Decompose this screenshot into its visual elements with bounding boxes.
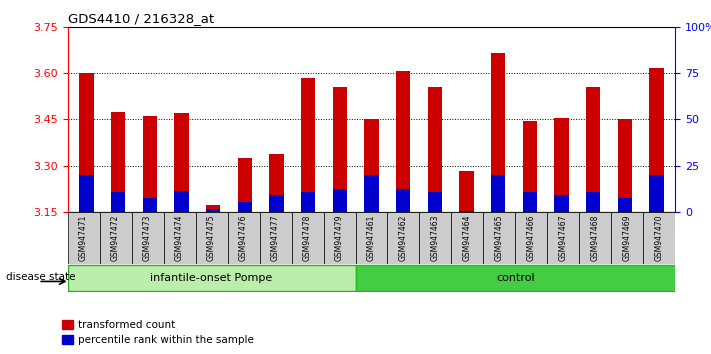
- Text: GDS4410 / 216328_at: GDS4410 / 216328_at: [68, 12, 214, 25]
- Bar: [428, 87, 442, 212]
- Bar: [643, 212, 675, 264]
- Text: GSM947470: GSM947470: [655, 215, 664, 262]
- Text: GSM947468: GSM947468: [591, 215, 600, 261]
- Bar: [164, 212, 196, 264]
- Text: infantile-onset Pompe: infantile-onset Pompe: [151, 273, 272, 283]
- Bar: [396, 72, 410, 212]
- Bar: [68, 212, 100, 264]
- Bar: [143, 116, 157, 212]
- Bar: [324, 212, 356, 264]
- Bar: [586, 87, 600, 212]
- Text: GSM947471: GSM947471: [79, 215, 88, 261]
- Text: GSM947463: GSM947463: [431, 215, 440, 262]
- Bar: [301, 192, 315, 212]
- Bar: [237, 201, 252, 212]
- Text: GSM947472: GSM947472: [111, 215, 120, 261]
- Bar: [80, 73, 94, 212]
- Text: GSM947479: GSM947479: [335, 215, 344, 262]
- Bar: [428, 192, 442, 212]
- Bar: [555, 118, 569, 212]
- Bar: [269, 195, 284, 212]
- Bar: [196, 212, 228, 264]
- Legend: transformed count, percentile rank within the sample: transformed count, percentile rank withi…: [62, 320, 254, 345]
- Text: GSM947462: GSM947462: [399, 215, 408, 261]
- Text: disease state: disease state: [6, 272, 75, 282]
- Bar: [618, 119, 632, 212]
- Bar: [333, 87, 347, 212]
- Text: GSM947476: GSM947476: [239, 215, 248, 262]
- Bar: [100, 212, 132, 264]
- Bar: [618, 199, 632, 212]
- Text: GSM947467: GSM947467: [559, 215, 568, 262]
- Bar: [483, 212, 515, 264]
- Bar: [491, 175, 506, 212]
- Bar: [111, 112, 125, 212]
- Bar: [132, 212, 164, 264]
- Bar: [292, 212, 324, 264]
- Bar: [419, 212, 451, 264]
- Bar: [515, 212, 547, 264]
- Bar: [269, 154, 284, 212]
- Bar: [206, 209, 220, 212]
- Bar: [206, 205, 220, 212]
- Bar: [80, 175, 94, 212]
- Bar: [68, 265, 356, 291]
- Bar: [523, 121, 537, 212]
- Bar: [611, 212, 643, 264]
- Bar: [579, 212, 611, 264]
- Text: GSM947465: GSM947465: [495, 215, 504, 262]
- Text: GSM947464: GSM947464: [463, 215, 472, 262]
- Bar: [228, 212, 260, 264]
- Bar: [364, 175, 379, 212]
- Bar: [356, 265, 675, 291]
- Bar: [260, 212, 292, 264]
- Text: GSM947469: GSM947469: [623, 215, 632, 262]
- Text: GSM947475: GSM947475: [207, 215, 216, 262]
- Bar: [333, 189, 347, 212]
- Bar: [586, 192, 600, 212]
- Text: GSM947473: GSM947473: [143, 215, 152, 262]
- Bar: [649, 175, 663, 212]
- Bar: [356, 212, 387, 264]
- Bar: [555, 195, 569, 212]
- Bar: [111, 192, 125, 212]
- Text: GSM947461: GSM947461: [367, 215, 376, 261]
- Bar: [523, 192, 537, 212]
- Bar: [387, 212, 419, 264]
- Bar: [396, 189, 410, 212]
- Bar: [174, 113, 188, 212]
- Bar: [547, 212, 579, 264]
- Text: GSM947466: GSM947466: [527, 215, 536, 262]
- Bar: [649, 68, 663, 212]
- Bar: [459, 211, 474, 212]
- Bar: [491, 53, 506, 212]
- Text: GSM947477: GSM947477: [271, 215, 280, 262]
- Text: GSM947478: GSM947478: [303, 215, 312, 261]
- Bar: [451, 212, 483, 264]
- Bar: [364, 119, 379, 212]
- Text: control: control: [496, 273, 535, 283]
- Bar: [237, 158, 252, 212]
- Bar: [301, 78, 315, 212]
- Bar: [143, 199, 157, 212]
- Bar: [174, 191, 188, 212]
- Text: GSM947474: GSM947474: [175, 215, 184, 262]
- Bar: [459, 171, 474, 212]
